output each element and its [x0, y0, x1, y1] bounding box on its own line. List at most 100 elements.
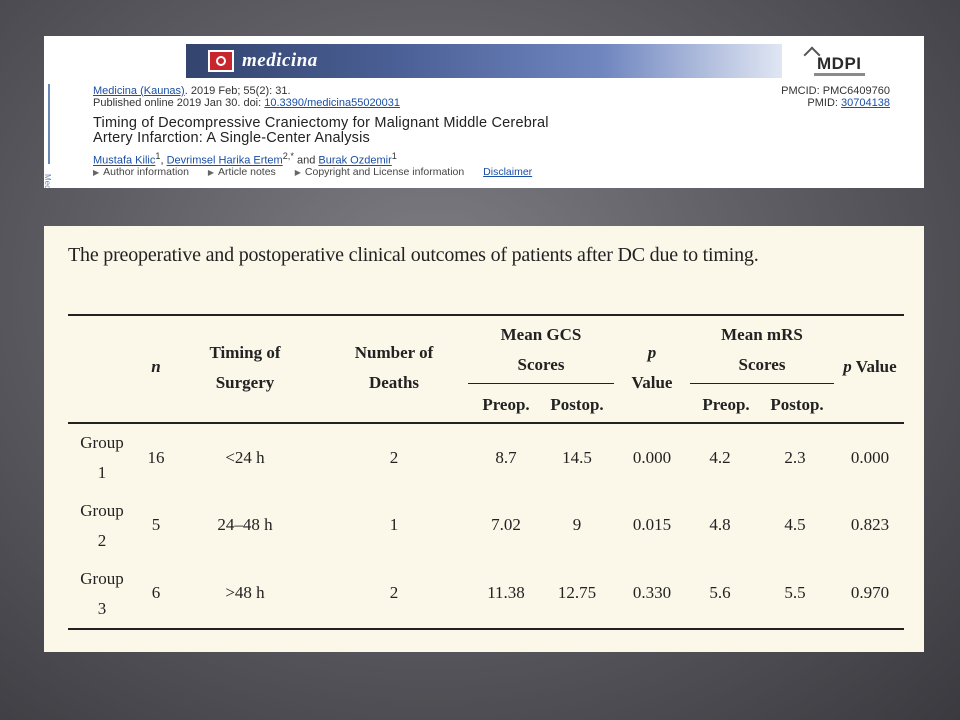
- cell-gcs-postop: 9: [572, 515, 582, 534]
- author-link[interactable]: Devrimsel Harika Ertem: [166, 154, 283, 167]
- header-p-value-gcs: p Value: [622, 338, 682, 398]
- group-word: Group: [80, 501, 124, 520]
- cell-deaths: 2: [389, 448, 399, 467]
- cell-gcs-postop: 12.75: [557, 583, 597, 602]
- table-top-rule: [68, 314, 904, 316]
- row-group-label: Group 3: [70, 564, 134, 624]
- author-info-label: Author information: [103, 166, 189, 178]
- journal-link[interactable]: Medicina (Kaunas): [93, 85, 185, 97]
- header-p-value: Value: [631, 373, 673, 392]
- cell-gcs-p: 0.000: [632, 448, 672, 467]
- author-separator: ,: [160, 154, 167, 167]
- header-deaths-line: Deaths: [368, 373, 420, 392]
- article-title: Timing of Decompressive Craniectomy for …: [93, 116, 873, 146]
- header-mrs-postop: Postop.: [770, 395, 824, 414]
- article-title-line: Artery Infarction: A Single-Center Analy…: [93, 130, 370, 146]
- table-caption: The preoperative and postoperative clini…: [68, 244, 759, 266]
- pmid-link[interactable]: 30704138: [841, 97, 890, 109]
- triangle-right-icon: ▶: [294, 168, 301, 177]
- header-deaths: Number of Deaths: [336, 338, 452, 398]
- article-info-line: ▶ Author information ▶ Article notes ▶ Copy…: [93, 166, 532, 178]
- citation-line: Medicina (Kaunas). 2019 Feb; 55(2): 31.: [93, 85, 291, 97]
- cell-gcs-p: 0.015: [632, 515, 672, 534]
- cell-mrs-preop: 5.6: [709, 583, 731, 602]
- header-bottom-rule: [68, 422, 904, 424]
- header-deaths-line: Number of: [354, 343, 434, 362]
- table-panel: The preoperative and postoperative clini…: [44, 226, 924, 652]
- header-p-italic: p: [647, 343, 657, 362]
- cell-mrs-p: 0.970: [850, 583, 890, 602]
- header-mrs-preop: Preop.: [702, 395, 750, 414]
- header-gcs-line: Scores: [517, 355, 565, 374]
- header-gcs: Mean GCS Scores: [468, 320, 614, 380]
- side-strip: Medicina (K: [44, 84, 54, 188]
- row-group-label: Group 2: [70, 496, 134, 556]
- header-mrs-line: Scores: [738, 355, 786, 374]
- header-timing-line: Timing of: [209, 343, 281, 362]
- copyright-label: Copyright and License information: [304, 166, 465, 178]
- citation-details: . 2019 Feb; 55(2): 31.: [184, 85, 291, 97]
- disclaimer-link[interactable]: Disclaimer: [483, 166, 533, 178]
- published-line: Published online 2019 Jan 30. doi: 10.33…: [93, 97, 400, 109]
- cell-n: 16: [147, 448, 165, 467]
- group-number: 1: [97, 463, 107, 482]
- triangle-right-icon: ▶: [93, 168, 100, 177]
- cell-timing: <24 h: [225, 448, 265, 467]
- cell-gcs-preop: 7.02: [491, 515, 521, 534]
- cell-mrs-p: 0.000: [850, 448, 890, 467]
- doi-link[interactable]: 10.3390/medicina55020031: [264, 97, 401, 109]
- author-separator: and: [293, 154, 319, 167]
- journal-banner[interactable]: medicina MDPI: [186, 44, 865, 78]
- header-p-value-mrs: p Value: [834, 352, 906, 382]
- group-word: Group: [80, 433, 124, 452]
- pmid-line: PMID: 30704138: [807, 97, 890, 109]
- journal-name: medicina: [242, 50, 318, 71]
- cell-n: 6: [151, 583, 161, 602]
- mrs-span-rule: [690, 383, 834, 384]
- cell-gcs-p: 0.330: [632, 583, 672, 602]
- author-info-toggle[interactable]: ▶ Author information: [93, 166, 197, 178]
- group-word: Group: [80, 569, 124, 588]
- authors-line: Mustafa Kilic1, Devrimsel Harika Ertem2,…: [93, 151, 397, 167]
- header-p-italic: p: [843, 357, 852, 376]
- side-strip-text: Medicina (K: [44, 174, 52, 188]
- cell-gcs-postop: 14.5: [562, 448, 592, 467]
- header-gcs-preop: Preop.: [482, 395, 530, 414]
- cell-timing: >48 h: [225, 583, 265, 602]
- cell-n: 5: [151, 515, 161, 534]
- author-affiliation: 1: [155, 151, 161, 161]
- group-number: 2: [97, 531, 107, 550]
- author-link[interactable]: Burak Ozdemir: [318, 154, 392, 167]
- cell-deaths: 2: [389, 583, 399, 602]
- triangle-right-icon: ▶: [207, 168, 215, 177]
- cell-deaths: 1: [389, 515, 399, 534]
- header-gcs-line: Mean GCS: [500, 325, 582, 344]
- journal-logo-icon: [208, 50, 234, 72]
- row-group-label: Group 1: [70, 428, 134, 488]
- gcs-span-rule: [468, 383, 614, 384]
- side-strip-bar: [48, 84, 50, 164]
- copyright-toggle[interactable]: ▶ Copyright and License information: [295, 166, 473, 178]
- pmcid-label: PMCID: PMC6409760: [781, 85, 890, 97]
- cell-mrs-preop: 4.8: [709, 515, 731, 534]
- cell-gcs-preop: 8.7: [495, 448, 517, 467]
- article-title-line: Timing of Decompressive Craniectomy for …: [93, 115, 549, 131]
- cell-mrs-postop: 5.5: [784, 583, 806, 602]
- header-timing: Timing of Surgery: [190, 338, 300, 398]
- cell-mrs-p: 0.823: [850, 515, 890, 534]
- cell-mrs-preop: 4.2: [709, 448, 731, 467]
- pmid-label: PMID:: [807, 97, 842, 109]
- table-bottom-rule: [68, 628, 904, 630]
- cell-mrs-postop: 2.3: [784, 448, 806, 467]
- header-gcs-postop: Postop.: [550, 395, 604, 414]
- author-affiliation: 2,*: [282, 151, 294, 161]
- published-prefix: Published online 2019 Jan 30. doi:: [93, 97, 265, 109]
- header-n: n: [151, 357, 161, 376]
- header-mrs-line: Mean mRS: [721, 325, 803, 344]
- article-notes-toggle[interactable]: ▶ Article notes: [208, 166, 284, 178]
- author-affiliation: 1: [391, 151, 397, 161]
- group-number: 3: [97, 599, 107, 618]
- cell-gcs-preop: 11.38: [487, 583, 525, 602]
- publisher-logo[interactable]: MDPI: [814, 55, 865, 76]
- author-link[interactable]: Mustafa Kilic: [93, 154, 156, 167]
